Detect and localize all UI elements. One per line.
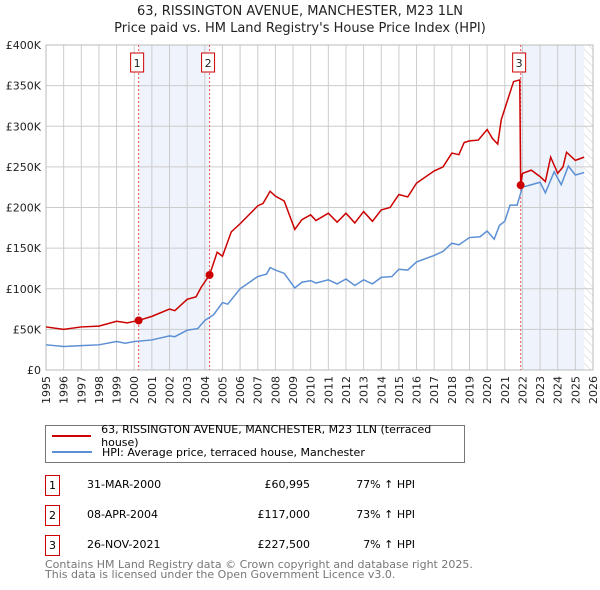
x-tick-label: 2023: [534, 376, 547, 404]
sale-row: 2 08-APR-2004 £117,000 73% ↑ HPI: [45, 505, 465, 527]
x-tick-label: 1997: [75, 376, 88, 404]
sale-price: £60,995: [264, 478, 311, 491]
sale-date: 26-NOV-2021: [87, 538, 161, 551]
sale-date: 31-MAR-2000: [87, 478, 162, 491]
series-line: [45, 78, 585, 331]
x-tick-label: 2015: [393, 376, 406, 404]
sale-date: 08-APR-2004: [87, 508, 159, 521]
chart-subtitle: Price paid vs. HM Land Registry's House …: [114, 21, 486, 36]
y-tick-label: £250K: [6, 161, 42, 174]
chart-title: 63, RISSINGTON AVENUE, MANCHESTER, M23 1…: [137, 4, 463, 19]
sale-label-box: [201, 52, 216, 73]
footer-line: This data is licensed under the Open Gov…: [45, 568, 396, 581]
plot-frame: [45, 44, 594, 371]
x-tick-label: 2002: [164, 376, 177, 404]
x-tick-label: 2025: [569, 376, 582, 404]
x-tick-label: 1996: [58, 376, 71, 404]
x-tick-label: 2000: [128, 376, 141, 404]
x-tick-label: 2007: [252, 376, 265, 404]
x-tick-label: 1998: [93, 376, 106, 404]
y-tick-label: £50K: [13, 323, 42, 336]
x-tick-label: 2019: [463, 376, 476, 404]
y-tick-label: £200K: [6, 202, 42, 215]
x-tick-label: 2004: [199, 376, 212, 404]
y-tick-label: £150K: [6, 242, 42, 255]
x-tick-label: 2012: [340, 376, 353, 404]
legend-label: HPI: Average price, terraced house, Manc…: [102, 445, 365, 459]
sale-point: [516, 181, 525, 190]
x-tick-label: 1999: [111, 376, 124, 404]
legend: 63, RISSINGTON AVENUE, MANCHESTER, M23 1…: [45, 423, 465, 463]
x-tick-label: 2005: [216, 376, 229, 404]
legend-label: 63, RISSINGTON AVENUE, MANCHESTER, M23 1…: [101, 423, 432, 449]
sale-row: 1 31-MAR-2000 £60,995 77% ↑ HPI: [45, 475, 465, 497]
x-tick-label: 2006: [234, 376, 247, 404]
sale-price: £117,000: [257, 508, 311, 521]
x-tick-label: 2022: [516, 376, 529, 404]
sale-point: [205, 270, 214, 279]
sale-marker-box: 2: [45, 505, 60, 526]
x-tick-label: 2026: [587, 376, 600, 404]
x-tick-label: 2020: [481, 376, 494, 404]
footer-line: Contains HM Land Registry data © Crown c…: [45, 558, 473, 571]
y-tick-label: £100K: [6, 283, 42, 296]
sale-marker-box: 3: [45, 535, 60, 556]
series-line: [45, 164, 585, 348]
footer: Contains HM Land Registry data © Crown c…: [45, 558, 473, 581]
sale-marker-box: 1: [45, 475, 60, 496]
sale-label-box: [512, 52, 527, 73]
sale-label-box: [130, 52, 145, 73]
x-tick-label: 2014: [375, 376, 388, 404]
x-tick-label: 2008: [269, 376, 282, 404]
sale-hpi-diff: 7% ↑ HPI: [363, 538, 415, 551]
legend-item-hpi: HPI: Average price, terraced house, Manc…: [52, 444, 365, 460]
legend-item-property: 63, RISSINGTON AVENUE, MANCHESTER, M23 1…: [52, 423, 464, 449]
x-tick-label: 2001: [146, 376, 159, 404]
y-tick-label: £0: [27, 364, 41, 377]
x-tick-label: 2003: [181, 376, 194, 404]
x-tick-label: 2018: [446, 376, 459, 404]
sale-row: 3 26-NOV-2021 £227,500 7% ↑ HPI: [45, 535, 465, 557]
x-tick-label: 2024: [552, 376, 565, 404]
x-tick-label: 1995: [40, 376, 53, 404]
y-tick-label: £400K: [6, 39, 42, 52]
x-tick-label: 2013: [358, 376, 371, 404]
sale-hpi-diff: 77% ↑ HPI: [356, 478, 415, 491]
sale-price: £227,500: [257, 538, 311, 551]
x-tick-label: 2009: [287, 376, 300, 404]
x-tick-label: 2016: [411, 376, 424, 404]
x-tick-label: 2021: [499, 376, 512, 404]
sale-hpi-diff: 73% ↑ HPI: [356, 508, 415, 521]
sale-label: 2: [205, 57, 212, 70]
sale-label: 3: [516, 57, 523, 70]
y-tick-label: £350K: [6, 80, 42, 93]
x-tick-label: 2010: [305, 376, 318, 404]
price-chart: 1995 1996 1997 1998 1999 2000 2001 2002 2003 2004…: [6, 39, 600, 404]
y-tick-label: £300K: [6, 120, 42, 133]
x-tick-label: 2017: [428, 376, 441, 404]
sale-label: 1: [134, 57, 141, 70]
x-tick-label: 2011: [322, 376, 335, 404]
sale-point: [134, 316, 143, 325]
